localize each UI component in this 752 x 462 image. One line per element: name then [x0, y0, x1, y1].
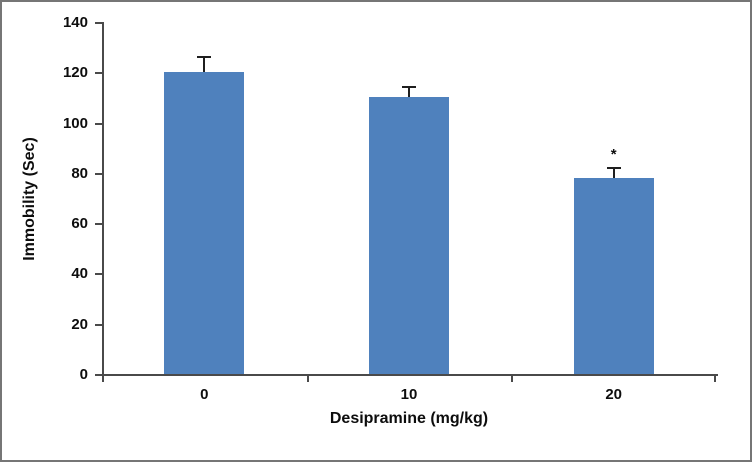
error-bar-line	[408, 87, 410, 98]
y-tick-label: 140	[62, 14, 88, 31]
error-bar-cap	[606, 166, 621, 169]
significance-marker: *	[610, 145, 617, 163]
x-tick-mark	[102, 376, 104, 382]
y-tick-label: 40	[71, 265, 88, 283]
x-tick-mark	[511, 376, 514, 382]
y-tick-mark	[95, 172, 102, 175]
y-tick-label: 20	[71, 315, 88, 333]
y-tick-label: 100	[62, 114, 88, 132]
y-tick-mark	[95, 22, 102, 24]
x-tick-mark	[306, 376, 309, 382]
bar	[369, 97, 449, 374]
x-tick-label: 10	[400, 386, 418, 403]
y-tick-mark	[95, 223, 102, 226]
error-bar-line	[203, 57, 206, 73]
x-axis-title: Desipramine (mg/kg)	[329, 410, 489, 427]
error-bar-cap	[402, 86, 416, 89]
x-tick-label: 0	[200, 386, 209, 403]
error-bar-line	[612, 167, 615, 178]
y-tick-mark	[95, 273, 102, 276]
y-tick-label: 60	[71, 215, 88, 233]
y-tick-label: 120	[62, 64, 88, 82]
x-tick-label: 20	[605, 386, 622, 403]
x-tick-mark	[714, 376, 716, 382]
y-tick-label: 80	[71, 164, 88, 182]
x-axis-line	[102, 374, 718, 376]
bar	[573, 177, 654, 374]
bar	[164, 72, 245, 374]
y-tick-mark	[95, 323, 102, 326]
y-tick-mark	[95, 72, 102, 75]
y-tick-mark	[95, 374, 102, 376]
y-tick-label: 0	[79, 366, 88, 383]
y-axis-line	[102, 22, 104, 374]
error-bar-cap	[197, 56, 212, 59]
y-tick-mark	[95, 122, 102, 125]
